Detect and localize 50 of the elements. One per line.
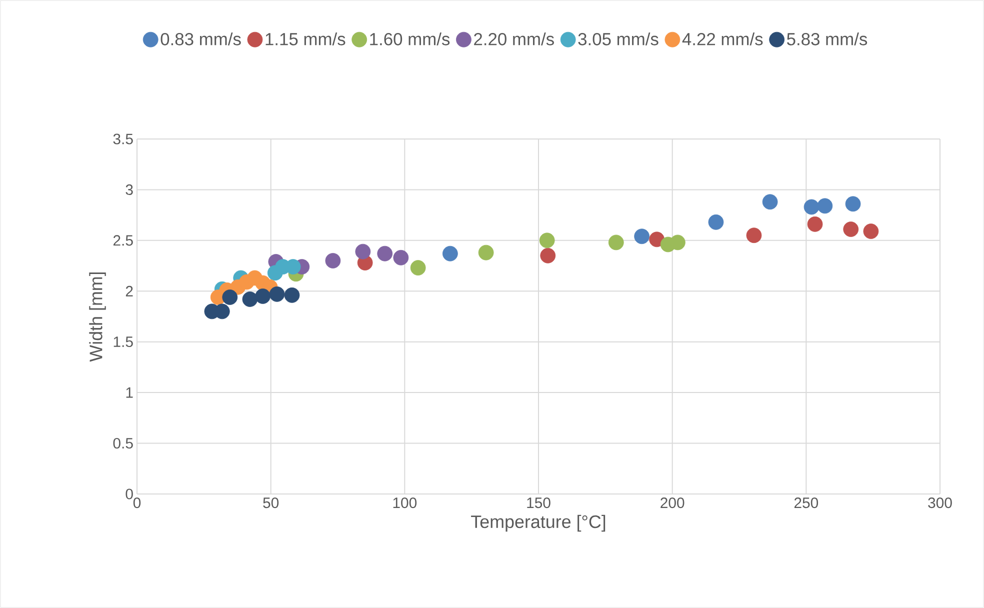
- point: [284, 287, 300, 303]
- point: [817, 198, 833, 214]
- legend-label: 1.15 mm/s: [266, 32, 346, 46]
- point: [670, 234, 686, 250]
- point: [845, 196, 861, 212]
- legend-label: 2.20 mm/s: [474, 32, 554, 46]
- point: [442, 246, 458, 262]
- y-tick-label: 0.5: [113, 438, 133, 449]
- x-tick-label: 300: [928, 498, 952, 508]
- y-tick-label: 2: [126, 286, 133, 296]
- legend-label: 1.60 mm/s: [370, 32, 450, 46]
- x-tick-label: 150: [527, 498, 550, 508]
- point: [377, 246, 393, 262]
- x-tick-label: 200: [660, 498, 684, 508]
- point: [255, 288, 271, 304]
- point: [393, 250, 409, 266]
- point: [807, 216, 823, 232]
- y-tick-label: 1: [126, 387, 133, 398]
- point: [634, 228, 650, 244]
- x-tick-label: 100: [393, 498, 417, 508]
- legend-label: 0.83 mm/s: [160, 32, 241, 46]
- point: [804, 199, 820, 215]
- y-tick-label: 0: [126, 488, 133, 500]
- point: [355, 244, 371, 260]
- point: [746, 228, 762, 244]
- x-tick-label: 0: [133, 498, 141, 508]
- legend-label: 4.22 mm/s: [682, 32, 763, 46]
- point: [478, 244, 494, 260]
- x-axis-title: Temperature [°C]: [471, 514, 606, 532]
- y-tick-label: 3.5: [113, 134, 133, 144]
- point: [242, 292, 258, 307]
- x-tick-label: 250: [794, 498, 818, 508]
- point: [762, 194, 778, 210]
- point: [540, 248, 556, 264]
- point: [708, 214, 724, 230]
- point: [269, 286, 285, 302]
- y-axis-title: Width [mm]: [89, 272, 106, 362]
- x-tick-label: 50: [263, 498, 279, 508]
- point: [539, 232, 555, 248]
- point: [222, 290, 238, 305]
- legend-label: 5.83 mm/s: [787, 32, 868, 46]
- y-tick-label: 3: [126, 184, 133, 195]
- y-tick-label: 2.5: [113, 235, 133, 246]
- y-tick-label: 1.5: [114, 336, 133, 348]
- point: [863, 224, 879, 239]
- point: [608, 234, 624, 250]
- legend-label: 3.05 mm/s: [578, 32, 658, 46]
- point: [325, 253, 341, 268]
- point: [843, 222, 859, 237]
- point: [410, 260, 426, 276]
